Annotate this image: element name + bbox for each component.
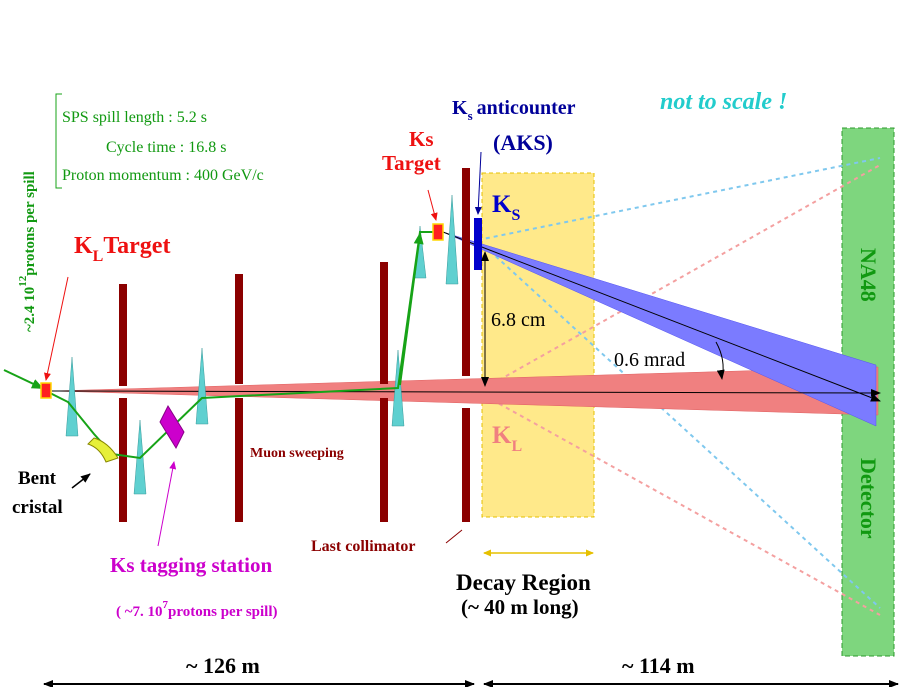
tagging-flux-label: ( ~7. 107protons per spill) <box>116 599 278 620</box>
proton-flux-label: ~2.4 1012protons per spill <box>17 171 38 332</box>
magnet-3 <box>195 347 209 425</box>
tagging-station-pointer <box>157 461 177 547</box>
ks-acceptance-lower <box>477 239 881 609</box>
angle-label: 0.6 mrad <box>614 349 685 371</box>
kl-acceptance-upper <box>477 164 881 393</box>
aks-abbrev: (AKS) <box>493 130 553 155</box>
kl-beam-symbol: K <box>492 422 512 449</box>
last-collimator-pointer <box>445 529 463 544</box>
distance-right-label: ~ 114 m <box>622 653 695 678</box>
tagging-station-label: Ks tagging station <box>110 553 273 577</box>
kl-beam-subscript: L <box>511 438 522 455</box>
detector-name-top-group: NA48 <box>856 248 881 302</box>
spill-length-text: SPS spill length : 5.2 s <box>62 109 207 126</box>
kl-target-subscript: L <box>93 248 104 265</box>
aks-pointer <box>474 151 482 215</box>
ks-tagging-station <box>159 404 185 450</box>
incoming-proton-arrow <box>3 369 44 389</box>
not-to-scale-note: not to scale ! <box>660 89 787 115</box>
kl-target-symbol: K <box>74 233 93 259</box>
proton-momentum-text: Proton momentum : 400 GeV/c <box>62 167 264 184</box>
magnet-1 <box>65 356 79 437</box>
decay-region-label-2: (~ 40 m long) <box>461 595 579 619</box>
bent-crystal-label-1: Bent <box>18 468 57 489</box>
svg-text:~2.4 1012protons per spill: ~2.4 1012protons per spill <box>17 171 38 332</box>
tagging-flux-post: protons per spill) <box>168 604 277 620</box>
distance-left-label: ~ 126 m <box>186 653 260 678</box>
cycle-time-text: Cycle time : 16.8 s <box>106 139 226 156</box>
info-box-bracket <box>55 93 62 189</box>
collimator-3-bottom <box>380 398 388 522</box>
ks-beam-symbol: K <box>492 191 512 218</box>
bent-crystal-pointer <box>71 473 91 489</box>
collimator-2-bottom <box>235 398 243 522</box>
aks-counter <box>474 218 482 270</box>
aks-symbol: K <box>452 97 468 119</box>
proton-flux-unit: protons per spill <box>22 171 38 275</box>
proton-flux-mantissa: ~2.4 10 <box>22 287 38 332</box>
kl-target <box>40 382 52 399</box>
aks-label: Ks anticounter <box>452 97 576 123</box>
kl-target-pointer <box>44 276 69 381</box>
ks-beam-label: KS <box>492 191 520 224</box>
aks-word: anticounter <box>477 97 576 119</box>
proton-flux-exponent: 12 <box>17 275 29 287</box>
kl-target-word: Target <box>103 233 170 259</box>
ks-beam-subscript: S <box>511 207 520 224</box>
kl-beam-axis <box>51 388 881 397</box>
last-collimator-label: Last collimator <box>311 538 415 555</box>
collimator-2-top <box>235 274 243 384</box>
ks-target <box>432 223 444 241</box>
ks-target-line2: Target <box>382 151 441 175</box>
separation-label: 6.8 cm <box>491 309 546 331</box>
detector-name-top: NA48 <box>856 248 881 302</box>
kl-beam-label: KL <box>492 422 522 455</box>
ks-target-line1: Ks <box>409 127 434 151</box>
muon-sweeping-label: Muon sweeping <box>250 446 344 461</box>
detector-name-bottom: Detector <box>856 458 881 539</box>
detector-name-bottom-group: Detector <box>856 458 881 539</box>
angle-arc-tick <box>716 369 725 380</box>
decay-region-label-1: Decay Region <box>456 570 591 595</box>
magnet-6 <box>445 194 459 285</box>
decay-region <box>481 172 595 518</box>
kl-target-label: KLTarget <box>74 233 170 265</box>
tagging-flux-pre: ( ~7. 10 <box>116 604 163 620</box>
tagging-flux-exp: 7 <box>163 599 169 611</box>
collimator-1-bottom <box>119 398 127 522</box>
last-collimator-bottom <box>462 408 470 522</box>
bent-crystal-label-2: cristal <box>12 497 63 518</box>
ks-beam-axis <box>442 231 881 402</box>
bent-crystal <box>87 437 119 463</box>
last-collimator-top <box>462 168 470 376</box>
aks-subscript: s <box>468 108 473 123</box>
proton-path-arrow <box>399 232 424 386</box>
collimator-1-top <box>119 284 127 386</box>
ks-target-pointer <box>427 189 438 221</box>
collimator-3-top <box>380 262 388 384</box>
